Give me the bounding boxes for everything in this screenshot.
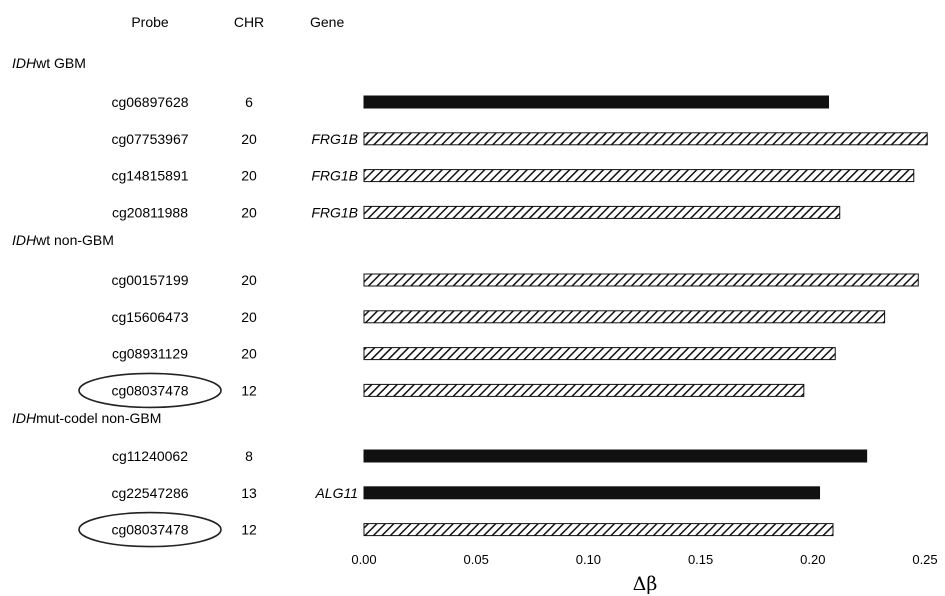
group-label-rest: wt GBM bbox=[35, 55, 86, 71]
bar bbox=[363, 383, 805, 397]
x-tick-label: 0.25 bbox=[912, 552, 937, 567]
x-axis-label: Δβ bbox=[633, 573, 658, 595]
probe-label: cg08037478 bbox=[111, 522, 188, 538]
bar bbox=[363, 310, 886, 324]
bar bbox=[363, 523, 834, 537]
probe-label: cg22547286 bbox=[111, 485, 188, 501]
bar bbox=[363, 169, 915, 183]
bar bbox=[363, 449, 868, 463]
probe-label: cg15606473 bbox=[111, 309, 188, 325]
group-label-rest: mut-codel non-GBM bbox=[36, 410, 161, 426]
chr-label: 20 bbox=[241, 131, 257, 147]
x-tick-label: 0.15 bbox=[688, 552, 713, 567]
header-gene: Gene bbox=[310, 14, 344, 30]
x-axis: 0.00 0.05 0.10 0.15 0.20 0.25 bbox=[351, 552, 937, 567]
probe-label: cg20811988 bbox=[112, 204, 188, 220]
probe-label: cg00157199 bbox=[111, 272, 188, 288]
gene-label: FRG1B bbox=[311, 168, 358, 184]
chr-label: 12 bbox=[241, 522, 257, 538]
header-probe: Probe bbox=[131, 14, 169, 30]
bar bbox=[363, 132, 928, 146]
chr-label: 20 bbox=[241, 204, 257, 220]
chr-label: 20 bbox=[241, 168, 257, 184]
chr-label: 20 bbox=[241, 346, 257, 362]
header-chr: CHR bbox=[234, 14, 264, 30]
x-tick-label: 0.10 bbox=[576, 552, 601, 567]
group-label-italic: IDH bbox=[12, 410, 37, 426]
group-label-rest: wt non-GBM bbox=[35, 232, 114, 248]
chr-label: 6 bbox=[245, 94, 253, 110]
probe-highlight-ellipse bbox=[78, 372, 222, 409]
x-tick-label: 0.00 bbox=[351, 552, 376, 567]
bar bbox=[363, 95, 830, 109]
chr-label: 13 bbox=[241, 485, 257, 501]
bar bbox=[363, 347, 836, 361]
probe-label: cg06897628 bbox=[111, 94, 188, 110]
x-tick-label: 0.20 bbox=[800, 552, 825, 567]
bar bbox=[363, 273, 919, 287]
chr-label: 12 bbox=[241, 382, 257, 398]
group-label: IDHwt non-GBM bbox=[12, 232, 114, 248]
gene-label: FRG1B bbox=[311, 131, 358, 147]
chr-label: 20 bbox=[241, 272, 257, 288]
gene-label: FRG1B bbox=[311, 204, 358, 220]
chr-label: 8 bbox=[245, 448, 253, 464]
chr-label: 20 bbox=[241, 309, 257, 325]
group-label-italic: IDH bbox=[12, 55, 37, 71]
group-label-italic: IDH bbox=[12, 232, 37, 248]
bar bbox=[363, 205, 841, 219]
probe-label: cg08931129 bbox=[112, 346, 188, 362]
probe-label: cg07753967 bbox=[111, 131, 188, 147]
group-label: IDHmut-codel non-GBM bbox=[12, 410, 161, 426]
x-tick-label: 0.05 bbox=[464, 552, 489, 567]
gene-label: ALG11 bbox=[314, 485, 358, 501]
probe-label: cg11240062 bbox=[112, 448, 188, 464]
probe-highlight-ellipse bbox=[78, 511, 222, 548]
bar bbox=[363, 486, 821, 500]
probe-label: cg08037478 bbox=[111, 382, 188, 398]
group-label: IDHwt GBM bbox=[12, 55, 86, 71]
probe-label: cg14815891 bbox=[111, 168, 188, 184]
